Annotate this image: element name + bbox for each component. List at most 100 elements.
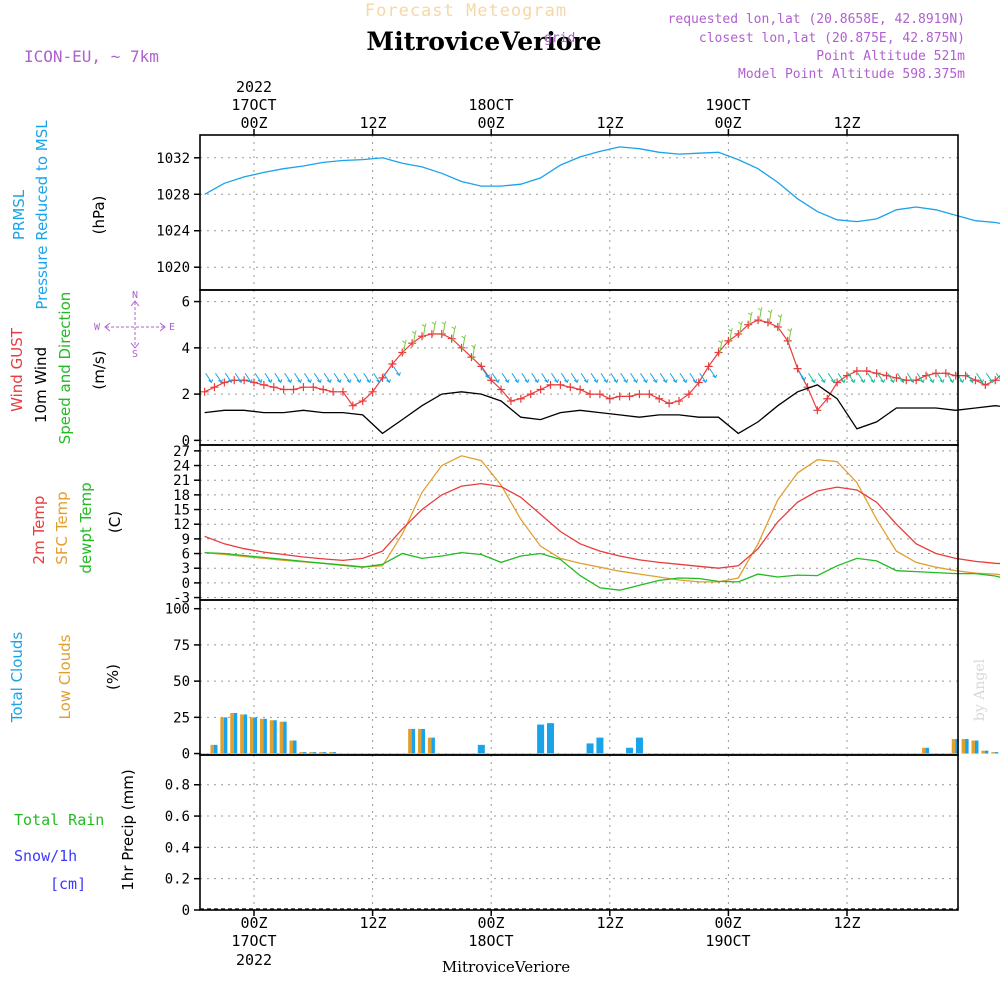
wind-direction-arrow <box>264 373 273 384</box>
top-hour-label: 00Z <box>714 114 741 132</box>
wind-direction-arrow <box>659 373 668 384</box>
low-cloud-bar <box>991 752 995 754</box>
gust-point-marker <box>586 390 595 399</box>
total-cloud-bar <box>421 728 426 754</box>
low-cloud-bar <box>981 750 985 754</box>
bottom-date-label: 17OCT <box>231 932 276 950</box>
gust-point-marker <box>477 362 486 371</box>
gust-point-marker <box>704 362 713 371</box>
gust-point-marker <box>892 373 901 382</box>
bottom-date-label: 19OCT <box>705 932 750 950</box>
gust-point-marker <box>388 360 397 369</box>
pressure-side-labels: PRMSL Pressure Reduced to MSL (hPa) <box>10 120 108 310</box>
gust-point-marker <box>497 385 506 394</box>
wind-direction-arrow <box>451 325 457 341</box>
wind-direction-arrow <box>985 373 994 384</box>
wind-direction-arrow <box>580 373 589 384</box>
gust-point-marker <box>329 387 338 396</box>
wind-direction-arrow <box>976 373 984 384</box>
wind-direction-arrow <box>610 373 619 384</box>
gust-point-marker <box>319 385 328 394</box>
precip-side-labels: Total Rain Snow/1h [cm] 1hr Precip (mm) <box>14 769 137 893</box>
gust-point-marker <box>813 406 822 415</box>
gust-point-marker <box>625 392 634 401</box>
wind-direction-arrow <box>867 373 876 384</box>
gust-point-marker <box>556 380 565 389</box>
gust-point-marker <box>615 392 624 401</box>
y-tick-label: 100 <box>165 602 190 618</box>
wind-direction-arrow <box>274 373 283 384</box>
gust-point-marker <box>645 390 654 399</box>
gust-point-marker <box>487 376 496 385</box>
gust-point-marker <box>536 385 545 394</box>
y-tick-label: 25 <box>173 710 190 726</box>
y-tick-label: 4 <box>182 341 190 357</box>
gust-point-marker <box>408 339 417 348</box>
watermark: by Angel <box>972 658 988 721</box>
gust-point-marker <box>368 387 377 396</box>
wind-direction-arrow <box>333 373 342 384</box>
y-tick-label: 0.8 <box>165 778 190 794</box>
wind-direction-arrow <box>541 373 550 384</box>
top-year-label: 2022 <box>236 78 272 96</box>
gust-point-marker <box>941 369 950 378</box>
gust-point-marker <box>744 320 753 329</box>
wind-unit: (m/s) <box>90 350 108 389</box>
y-tick-label: 0 <box>182 433 190 449</box>
gust-point-marker <box>566 383 575 392</box>
pressure-unit: (hPa) <box>90 196 108 235</box>
gust-point-marker <box>931 369 940 378</box>
wind-direction-arrow <box>916 373 925 384</box>
faded-title: Forecast Meteogram <box>365 1 567 21</box>
station-title: MitroviceVeriore <box>366 27 601 56</box>
bottom-hour-label: 12Z <box>833 914 860 932</box>
gust-point-marker <box>862 366 871 375</box>
gust-point-marker <box>457 343 466 352</box>
total-cloud-bar <box>213 744 218 754</box>
low-cloud-bar <box>269 720 274 754</box>
wind-direction-arrow <box>471 344 476 360</box>
gust-point-marker <box>714 348 723 357</box>
bottom-hour-label: 00Z <box>240 914 267 932</box>
axis-ticks: 10201024102810320246-3036912151821242702… <box>156 129 848 919</box>
gust-point-marker <box>823 394 832 403</box>
panel-frames <box>199 134 959 911</box>
gust-point-marker <box>981 380 990 389</box>
wind-direction-arrow <box>215 373 223 384</box>
total-cloud-bar <box>925 747 930 754</box>
gust-point-marker <box>309 383 318 392</box>
compass-west: W <box>94 322 101 333</box>
y-tick-label: 21 <box>173 473 190 489</box>
gust-point-marker <box>427 329 436 338</box>
dewpt-label: dewpt Temp <box>77 482 95 573</box>
bottom-year-label: 2022 <box>236 951 272 969</box>
y-tick-label: 3 <box>182 561 190 577</box>
wind-direction-arrow <box>649 373 658 384</box>
wind-direction-arrow <box>787 328 793 344</box>
compass-north: N <box>132 290 138 301</box>
wind-direction-arrow <box>441 321 447 337</box>
wind-direction-arrow <box>501 373 510 384</box>
gust-point-marker <box>635 390 644 399</box>
low-cloud-bar <box>289 740 294 754</box>
gust-point-marker <box>240 376 249 385</box>
total-cloud-bar <box>547 723 554 754</box>
wind-direction-arrow <box>808 373 816 384</box>
wind-direction-arrow <box>353 373 362 384</box>
total-clouds-label: Total Clouds <box>8 632 26 724</box>
precip-unit: 1hr Precip (mm) <box>119 769 137 890</box>
y-tick-label: 6 <box>182 547 190 563</box>
low-cloud-bar <box>250 717 254 754</box>
y-tick-label: 1020 <box>156 260 190 276</box>
y-tick-label: 15 <box>173 503 190 519</box>
cloud-unit: (%) <box>104 664 122 690</box>
total-cloud-bar <box>984 750 989 754</box>
wind-direction-arrow <box>877 373 886 384</box>
gust-point-marker <box>200 387 209 396</box>
grid-lines <box>200 135 958 911</box>
total-cloud-bar <box>994 752 999 754</box>
gust-point-marker <box>684 390 693 399</box>
low-cloud-bar <box>961 739 966 754</box>
low-cloud-bar <box>299 752 303 754</box>
top-hour-label: 12Z <box>359 114 386 132</box>
